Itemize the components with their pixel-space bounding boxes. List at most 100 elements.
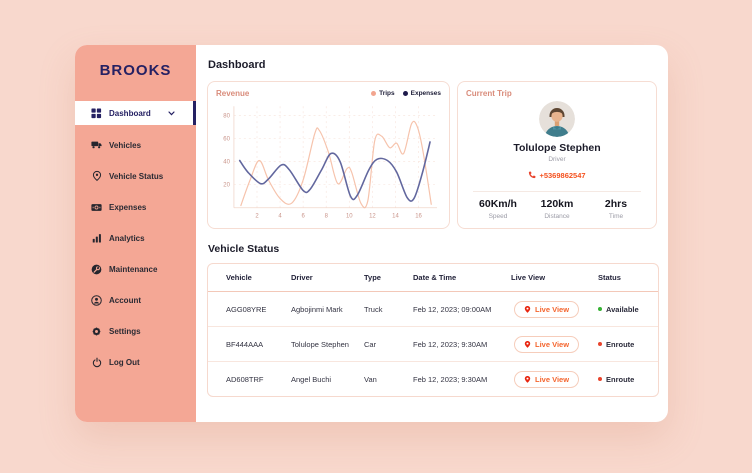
live-view-button[interactable]: Live View (514, 335, 580, 353)
cards-row: Revenue Trips Expenses (207, 81, 659, 229)
svg-text:10: 10 (346, 214, 353, 220)
sidebar-item-account[interactable]: Account (75, 289, 196, 311)
sidebar-item-dashboard[interactable]: Dashboard (75, 101, 196, 125)
stat-value: 60Km/h (479, 198, 517, 210)
type-cell: Car (364, 339, 377, 349)
table-row: BF444AAA Tolulope Stephen Car Feb 12, 20… (208, 327, 658, 362)
driver-cell: Agbojinmi Mark (291, 304, 343, 314)
svg-text:4: 4 (278, 214, 282, 220)
sidebar-item-maintenance[interactable]: Maintenance (75, 258, 196, 280)
live-view-label: Live View (535, 374, 570, 384)
sidebar: BROOKS Dashboard Vehicles (75, 45, 196, 422)
driver-name: Tolulope Stephen (513, 142, 601, 154)
chevron-down-icon (168, 110, 175, 116)
svg-text:20: 20 (223, 183, 230, 189)
sidebar-item-label: Vehicles (109, 140, 142, 150)
revenue-chart: 20 40 60 80 2 4 6 8 10 12 14 16 (223, 106, 438, 220)
main-content: Dashboard Revenue Trips Ex (196, 45, 668, 422)
divider (473, 191, 641, 192)
status-badge: Available (606, 304, 639, 314)
driver-avatar (539, 101, 575, 137)
phone-icon (528, 166, 536, 184)
svg-text:14: 14 (392, 214, 399, 220)
svg-text:60: 60 (223, 137, 230, 143)
stat-distance: 120km Distance (533, 198, 581, 220)
revenue-chart-area: 20 40 60 80 2 4 6 8 10 12 14 16 (216, 100, 441, 225)
column-header-type: Type (364, 273, 381, 282)
sidebar-item-label: Log Out (109, 357, 140, 367)
status-badge: Enroute (606, 374, 635, 384)
app-window: BROOKS Dashboard Vehicles (75, 45, 668, 422)
stat-label: Distance (544, 213, 570, 220)
legend-label: Trips (379, 90, 395, 97)
live-view-label: Live View (535, 339, 570, 349)
stat-label: Speed (488, 213, 508, 220)
sidebar-item-settings[interactable]: Settings (75, 320, 196, 342)
sidebar-item-label: Vehicle Status (109, 171, 164, 181)
map-pin-icon (524, 340, 531, 348)
driver-role: Driver (548, 156, 566, 163)
svg-text:40: 40 (223, 160, 230, 166)
vehicle-id: AD608TRF (226, 374, 264, 384)
stat-speed: 60Km/h Speed (474, 198, 522, 220)
table-header-row: Vehicle Driver Type Date & Time Live Vie… (208, 264, 658, 292)
person-circle-icon (91, 294, 102, 306)
table-row: AGG08YRE Agbojinmi Mark Truck Feb 12, 20… (208, 292, 658, 327)
legend-item-trips: Trips (371, 90, 395, 97)
live-view-button[interactable]: Live View (514, 370, 580, 388)
current-trip-title: Current Trip (466, 89, 512, 98)
page-title: Dashboard (208, 59, 266, 71)
svg-text:12: 12 (369, 214, 376, 220)
svg-text:80: 80 (223, 113, 230, 119)
status-dot (598, 342, 602, 346)
wrench-circle-icon (91, 264, 102, 275)
table-row: AD608TRF Angel Buchi Van Feb 12, 2023; 9… (208, 362, 658, 396)
table-body: AGG08YRE Agbojinmi Mark Truck Feb 12, 20… (208, 292, 658, 396)
sidebar-item-label: Maintenance (109, 264, 158, 274)
vehicle-status-table: Vehicle Driver Type Date & Time Live Vie… (207, 263, 659, 397)
phone-number: +5369862547 (539, 170, 586, 180)
map-pin-icon (524, 305, 531, 313)
driver-cell: Angel Buchi (291, 374, 332, 384)
expenses-legend-dot (402, 91, 408, 96)
truck-icon (91, 140, 102, 151)
column-header-datetime: Date & Time (413, 273, 457, 282)
trip-stats: 60Km/h Speed 120km Distance 2hrs Time (466, 198, 648, 220)
sidebar-nav: Dashboard Vehicles Vehicle Status (75, 101, 196, 373)
sidebar-item-label: Settings (109, 326, 141, 336)
sidebar-item-label: Analytics (109, 233, 145, 243)
vehicle-id: AGG08YRE (226, 304, 267, 314)
live-view-label: Live View (535, 304, 570, 314)
sidebar-item-vehicles[interactable]: Vehicles (75, 134, 196, 156)
svg-text:8: 8 (325, 214, 329, 220)
map-pin-icon (524, 375, 531, 383)
stat-value: 2hrs (604, 198, 628, 210)
sidebar-item-logout[interactable]: Log Out (75, 351, 196, 373)
datetime-cell: Feb 12, 2023; 09:00AM (413, 304, 492, 314)
brand-logo: BROOKS (99, 62, 172, 79)
live-view-button[interactable]: Live View (514, 300, 580, 318)
legend-label: Expenses (410, 90, 441, 97)
sidebar-item-vehicle-status[interactable]: Vehicle Status (75, 165, 196, 187)
type-cell: Van (364, 374, 377, 384)
bar-chart-icon (91, 233, 102, 244)
status-dot (598, 307, 602, 311)
vehicle-id: BF444AAA (226, 339, 264, 349)
gear-icon (91, 326, 102, 337)
driver-cell: Tolulope Stephen (291, 339, 349, 349)
datetime-cell: Feb 12, 2023; 9:30AM (413, 339, 488, 349)
type-cell: Truck (364, 304, 383, 314)
chart-legend: Trips Expenses (371, 90, 441, 97)
sidebar-item-label: Account (109, 295, 141, 305)
legend-item-expenses: Expenses (402, 90, 441, 97)
svg-text:16: 16 (415, 214, 422, 220)
sidebar-item-analytics[interactable]: Analytics (75, 227, 196, 249)
trips-legend-dot (371, 91, 377, 96)
sidebar-item-expenses[interactable]: Expenses (75, 196, 196, 218)
map-pin-icon (91, 170, 102, 182)
driver-phone[interactable]: +5369862547 (528, 166, 586, 184)
stat-value: 120km (540, 198, 574, 210)
status-dot (598, 377, 602, 381)
revenue-card: Revenue Trips Expenses (207, 81, 450, 229)
